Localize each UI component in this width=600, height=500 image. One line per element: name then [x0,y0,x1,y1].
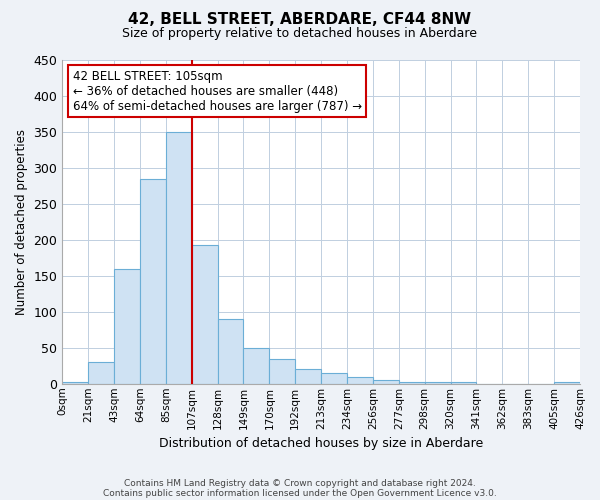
Bar [295,370,321,384]
Text: Contains public sector information licensed under the Open Government Licence v3: Contains public sector information licen… [103,488,497,498]
Y-axis label: Number of detached properties: Number of detached properties [15,129,28,315]
Bar [554,382,580,384]
Text: Size of property relative to detached houses in Aberdare: Size of property relative to detached ho… [122,28,478,40]
X-axis label: Distribution of detached houses by size in Aberdare: Distribution of detached houses by size … [159,437,483,450]
Text: 42 BELL STREET: 105sqm
← 36% of detached houses are smaller (448)
64% of semi-de: 42 BELL STREET: 105sqm ← 36% of detached… [73,70,362,112]
Bar [373,380,399,384]
Bar [140,178,166,384]
Bar [218,319,244,384]
Bar [62,382,88,384]
Bar [192,245,218,384]
Text: 42, BELL STREET, ABERDARE, CF44 8NW: 42, BELL STREET, ABERDARE, CF44 8NW [128,12,472,28]
Bar [166,132,192,384]
Bar [244,348,269,384]
Text: Contains HM Land Registry data © Crown copyright and database right 2024.: Contains HM Land Registry data © Crown c… [124,478,476,488]
Bar [347,376,373,384]
Bar [88,362,114,384]
Bar [269,358,295,384]
Bar [321,373,347,384]
Bar [114,268,140,384]
Bar [425,382,451,384]
Bar [399,382,425,384]
Bar [451,382,476,384]
